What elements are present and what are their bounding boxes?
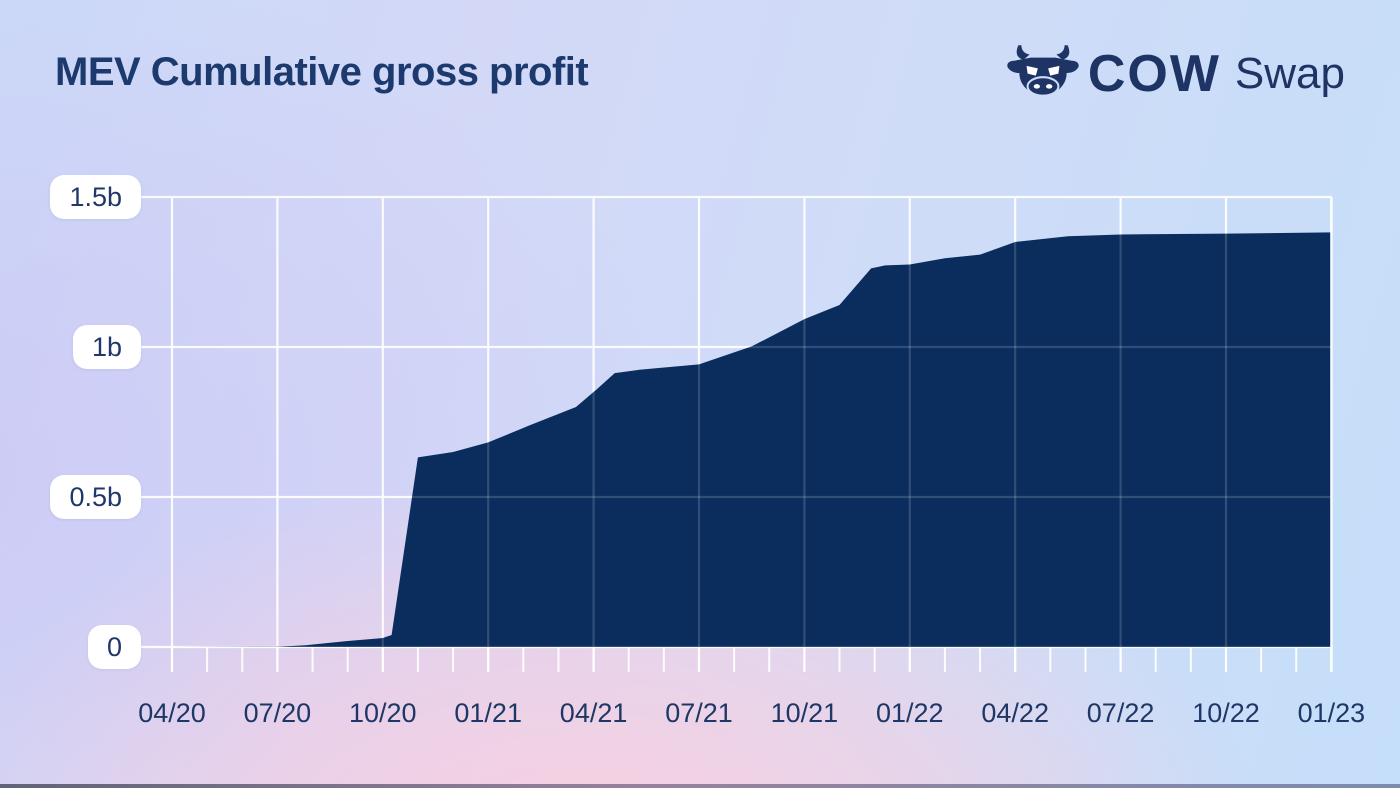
logo-wordmark-swap: Swap [1234, 48, 1345, 98]
x-axis-label: 01/23 [1297, 698, 1366, 728]
y-axis-label: 1.5b [50, 175, 141, 219]
x-axis-label: 10/21 [770, 698, 839, 728]
y-axis-label: 0.5b [50, 475, 141, 519]
x-axis-label: 10/20 [349, 698, 417, 728]
x-axis-label: 07/21 [665, 698, 733, 728]
x-axis-label: 01/21 [454, 698, 522, 728]
cow-head-icon [1006, 44, 1080, 103]
x-axis-label: 04/21 [559, 698, 628, 728]
x-axis-label: 07/20 [243, 698, 312, 728]
x-axis-label: 01/22 [875, 698, 944, 728]
x-axis-label: 10/22 [1192, 698, 1260, 728]
logo-wordmark-cow: COW [1087, 44, 1221, 103]
x-axis-label: 04/22 [981, 698, 1049, 728]
x-axis-label: 04/20 [138, 698, 206, 728]
cowswap-logo: COW Swap [1006, 44, 1345, 103]
y-axis-label: 1b [72, 325, 141, 369]
chart-title: MEV Cumulative gross profit [55, 50, 589, 94]
bottom-edge-bar [0, 784, 1400, 788]
y-axis-label: 0 [87, 625, 141, 669]
x-axis-label: 07/22 [1086, 698, 1155, 728]
